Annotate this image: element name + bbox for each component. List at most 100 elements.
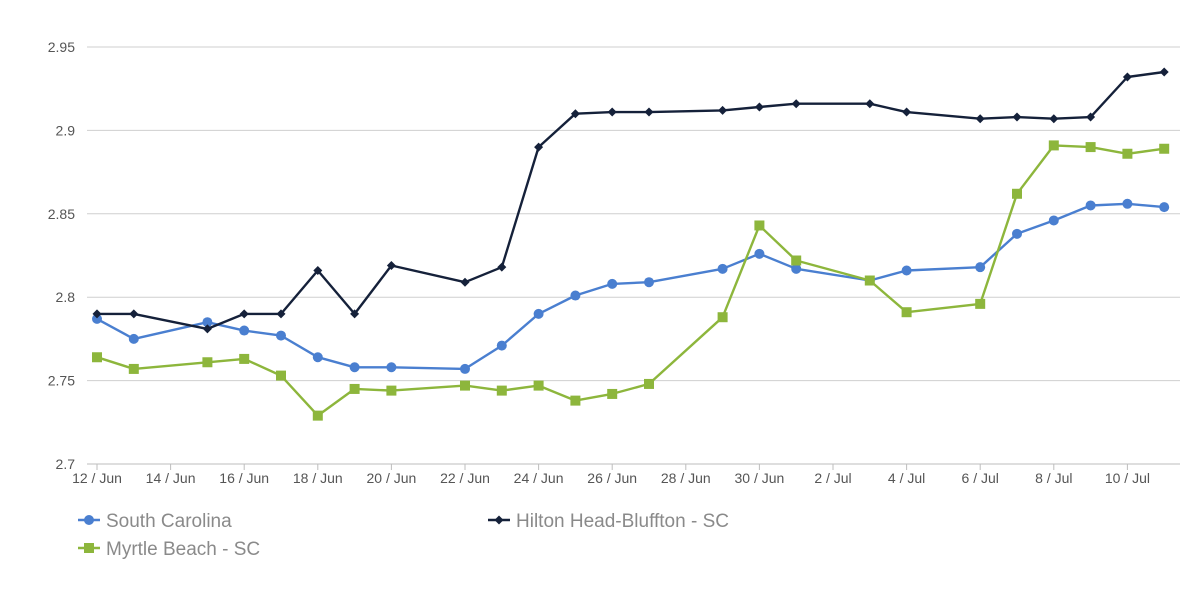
data-point [1122, 148, 1133, 159]
data-point [313, 266, 323, 276]
x-tick-label: 18 / Jun [293, 470, 343, 486]
x-tick-label: 24 / Jun [514, 470, 564, 486]
legend-label: Myrtle Beach - SC [106, 539, 260, 560]
series-line-myrtle-beach-sc [96, 144, 1165, 417]
x-tick-label: 20 / Jun [366, 470, 416, 486]
series-lines [92, 67, 1170, 421]
data-point [92, 309, 102, 319]
data-point [1122, 72, 1132, 82]
data-point [864, 275, 875, 286]
data-point [570, 290, 581, 301]
x-tick-label: 14 / Jun [146, 470, 196, 486]
data-point [1086, 112, 1096, 122]
data-point [533, 308, 544, 319]
series-south-carolina [92, 198, 1170, 374]
data-point [1159, 67, 1169, 77]
data-point [901, 307, 912, 318]
data-point [754, 102, 764, 112]
data-point [497, 262, 507, 272]
data-point [1012, 228, 1022, 239]
data-point [202, 357, 213, 368]
data-point [1012, 112, 1022, 122]
legend-label: Hilton Head-Bluffton - SC [516, 511, 729, 532]
y-tick-label: 2.95 [48, 39, 75, 55]
data-point [312, 352, 323, 363]
data-point [607, 107, 617, 117]
data-point [644, 277, 654, 288]
data-point [128, 363, 139, 374]
data-point [239, 309, 249, 319]
legend-item-myrtle-beach-sc[interactable]: Myrtle Beach - SC [78, 539, 260, 560]
gridlines [87, 46, 1180, 465]
legend-label: South Carolina [106, 511, 232, 532]
data-point [202, 317, 213, 328]
data-point [129, 309, 139, 319]
x-tick-label: 12 / Jun [72, 470, 122, 486]
x-tick-label: 26 / Jun [587, 470, 637, 486]
data-point [496, 385, 507, 396]
data-point [386, 261, 396, 271]
legend-marker [84, 543, 94, 553]
x-tick-label: 16 / Jun [219, 470, 269, 486]
data-point [644, 378, 654, 389]
data-point [276, 309, 286, 319]
x-tick-label: 22 / Jun [440, 470, 490, 486]
data-point [975, 114, 985, 124]
data-point [312, 410, 323, 421]
y-tick-label: 2.85 [48, 206, 75, 222]
data-point [901, 265, 912, 276]
data-point [902, 107, 912, 117]
data-point [717, 263, 728, 274]
data-point [386, 385, 397, 396]
x-tick-label: 4 / Jul [888, 470, 925, 486]
data-point [92, 313, 102, 324]
data-point [570, 395, 581, 406]
data-point [239, 353, 250, 364]
y-tick-label: 2.7 [56, 456, 76, 472]
data-point [460, 277, 470, 287]
x-tick-label: 30 / Jun [734, 470, 784, 486]
x-tick-label: 10 / Jul [1105, 470, 1150, 486]
data-point [460, 380, 470, 391]
data-point [276, 370, 286, 381]
data-point [276, 330, 286, 341]
data-point [1049, 114, 1059, 124]
series-myrtle-beach-sc [92, 140, 1170, 421]
data-point [717, 312, 728, 323]
data-point [349, 362, 360, 373]
data-point [128, 333, 139, 344]
data-point [975, 298, 986, 309]
data-point [791, 255, 802, 266]
y-tick-label: 2.9 [56, 122, 76, 138]
y-tick-label: 2.8 [56, 289, 76, 305]
legend-item-south-carolina[interactable]: South Carolina [78, 511, 232, 532]
legend-marker [84, 515, 94, 525]
data-point [496, 340, 507, 351]
data-point [534, 142, 544, 152]
data-point [754, 248, 765, 259]
data-point [1085, 142, 1096, 153]
data-point [533, 380, 544, 391]
data-point [975, 262, 986, 273]
data-point [1122, 198, 1133, 209]
x-tick-label: 28 / Jun [661, 470, 711, 486]
data-point [865, 99, 875, 109]
data-point [1012, 188, 1022, 199]
data-point [92, 352, 102, 363]
data-point [791, 263, 802, 274]
data-point [754, 220, 765, 231]
y-tick-label: 2.75 [48, 373, 75, 389]
data-point [386, 362, 397, 373]
x-tick-label: 2 / Jul [814, 470, 851, 486]
data-point [791, 99, 801, 109]
data-point [607, 278, 618, 289]
data-point [607, 388, 618, 399]
data-point [1048, 215, 1059, 226]
data-point [718, 105, 728, 115]
legend-item-hilton-head-bluffton-sc[interactable]: Hilton Head-Bluffton - SC [488, 511, 729, 532]
y-axis-ticks: 2.7 2.75 2.8 2.85 2.9 2.95 [48, 39, 75, 472]
series-line-hilton-head-bluffton-sc [97, 70, 1165, 331]
x-tick-label: 8 / Jul [1035, 470, 1072, 486]
data-point [644, 107, 654, 117]
